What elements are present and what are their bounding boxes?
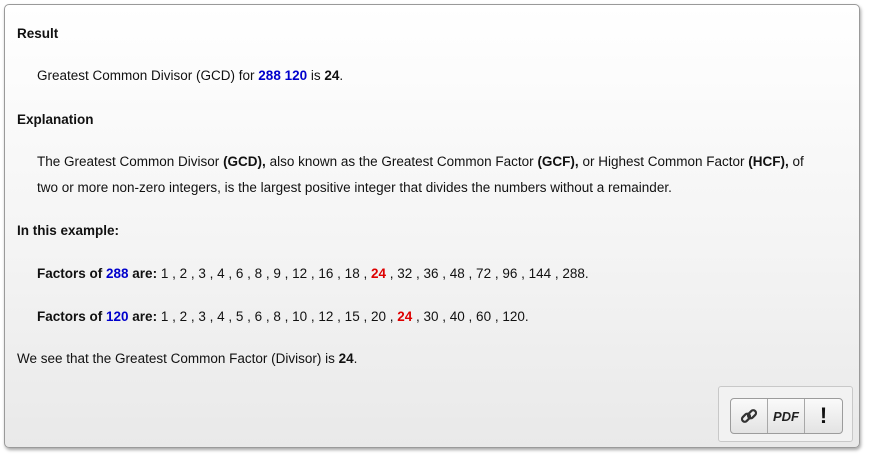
link-icon: [740, 409, 758, 423]
conclusion-end: .: [353, 351, 358, 366]
explanation-text-b: also known as the Greatest Common Factor: [265, 154, 538, 169]
example-heading: In this example:: [17, 223, 120, 238]
report-button[interactable]: !: [819, 403, 828, 428]
factors-number: 288: [106, 266, 129, 281]
conclusion-answer: 24: [338, 351, 354, 366]
share-button-group: PDF !: [730, 398, 843, 434]
gcd-abbr: (GCD),: [223, 154, 266, 169]
are-label: are:: [128, 266, 158, 281]
result-heading: Result: [17, 26, 59, 41]
factors-list-after: , 32 , 36 , 48 , 72 , 96 , 144 , 288.: [386, 266, 589, 281]
pdf-button[interactable]: PDF: [768, 399, 805, 433]
hcf-abbr: (HCF),: [748, 154, 789, 169]
result-answer: 24: [324, 68, 340, 83]
conclusion-prefix: We see that the Greatest Common Factor (…: [17, 351, 339, 366]
result-end: .: [339, 68, 344, 83]
result-num1: 288: [258, 68, 281, 83]
factors-label: Factors of: [37, 266, 107, 281]
common-factor: 24: [397, 309, 413, 324]
explanation-text-a: The Greatest Common Divisor: [37, 154, 224, 169]
gcf-abbr: (GCF),: [537, 154, 579, 169]
factors-list-before: 1 , 2 , 3 , 4 , 5 , 6 , 8 , 10 , 12 , 15…: [157, 309, 398, 324]
result-num2: 120: [284, 68, 308, 83]
explanation-line-2: two or more non-zero integers, is the la…: [37, 180, 672, 195]
factors-label: Factors of: [37, 309, 107, 324]
explanation-text-c: or Highest Common Factor: [578, 154, 749, 169]
factors-list-after: , 30 , 40 , 60 , 120.: [412, 309, 529, 324]
result-prefix: Greatest Common Divisor (GCD) for: [37, 68, 259, 83]
conclusion-sentence: We see that the Greatest Common Factor (…: [17, 350, 357, 368]
share-toolbar: PDF !: [718, 386, 853, 442]
result-mid: is: [307, 68, 325, 83]
factors-row-120: Factors of 120 are: 1 , 2 , 3 , 4 , 5 , …: [37, 308, 529, 326]
explanation-line-1: The Greatest Common Divisor (GCD), also …: [37, 153, 804, 171]
result-panel: Result Greatest Common Divisor (GCD) for…: [4, 4, 860, 448]
factors-row-288: Factors of 288 are: 1 , 2 , 3 , 4 , 6 , …: [37, 265, 589, 283]
result-sentence: Greatest Common Divisor (GCD) for 288 12…: [37, 67, 343, 85]
factors-number: 120: [106, 309, 129, 324]
are-label: are:: [128, 309, 158, 324]
explanation-heading: Explanation: [17, 112, 94, 127]
factors-list-before: 1 , 2 , 3 , 4 , 6 , 8 , 9 , 12 , 16 , 18…: [157, 266, 371, 281]
explanation-text-d: of: [788, 154, 804, 169]
copy-link-button[interactable]: [731, 399, 768, 433]
common-factor: 24: [370, 266, 386, 281]
